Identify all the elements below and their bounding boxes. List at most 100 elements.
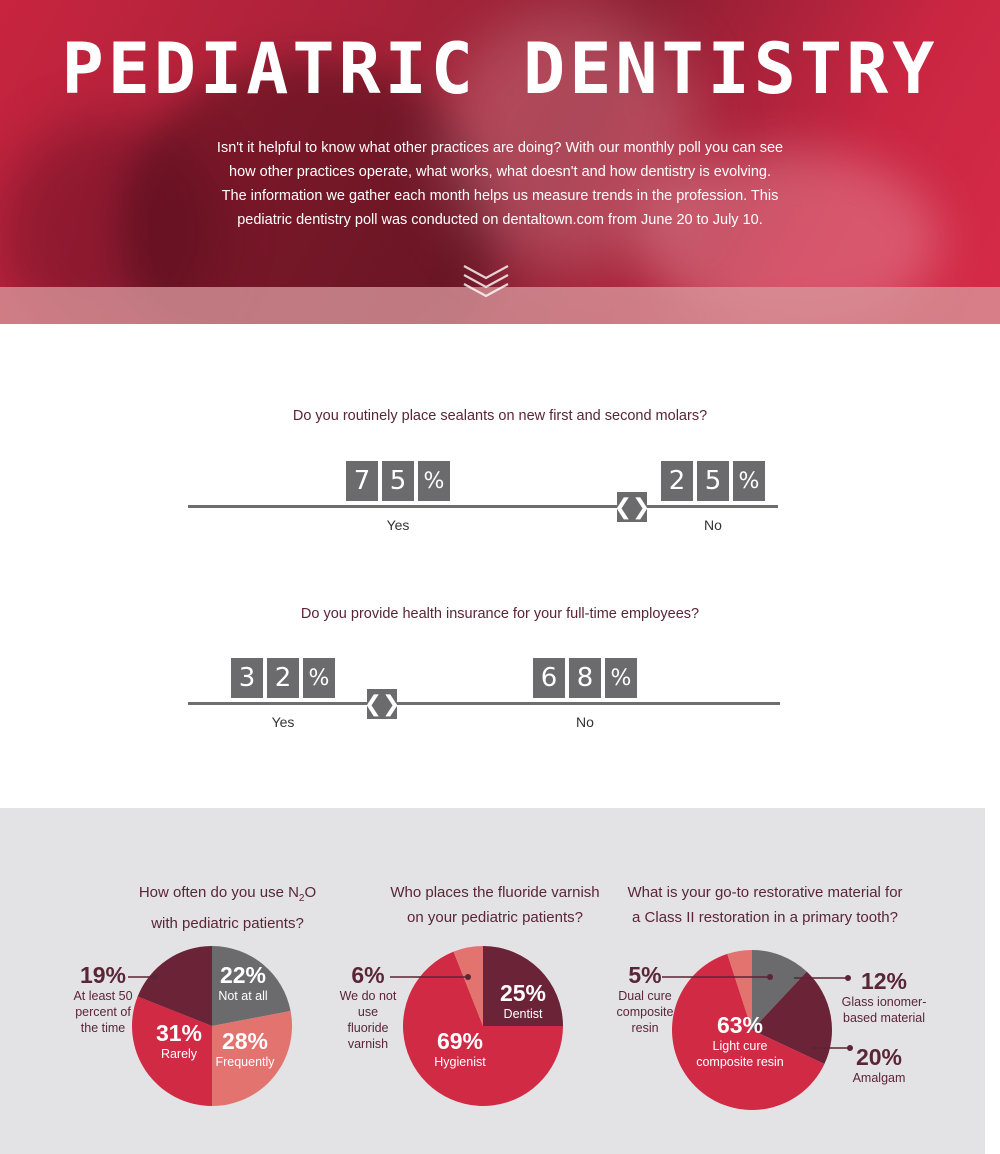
percent-display: 6 8 % <box>533 658 637 698</box>
slice-caption: Light cure <box>712 1039 768 1053</box>
slice-caption: Frequently <box>215 1055 275 1069</box>
slice-percent: 69% <box>436 1028 484 1054</box>
intro-text: Isn't it helpful to know what other prac… <box>216 140 784 228</box>
pie-title-text: Who places the fluoride varnish <box>390 884 600 901</box>
pie-slice <box>483 946 563 1026</box>
percent-sign: % <box>303 658 335 698</box>
slice-caption: Glass ionomer- <box>841 995 927 1009</box>
leader-dot <box>847 1045 853 1051</box>
percent-digit: 6 <box>533 658 565 698</box>
answer-label: No <box>576 714 594 730</box>
pie-slice <box>212 1011 292 1106</box>
pie-title-text: with pediatric patients? <box>151 915 304 932</box>
pie-slice <box>212 946 291 1026</box>
answer-label: Yes <box>386 517 410 533</box>
leader-dot <box>465 974 471 980</box>
slice-percent: 6% <box>351 962 385 988</box>
percent-sign: % <box>733 461 765 501</box>
slice-percent: 22% <box>219 962 267 988</box>
slice-caption: varnish <box>347 1037 389 1051</box>
slice-label: 22% Not at all <box>212 962 274 1004</box>
slice-label: 5% Dual cure composite resin <box>610 962 680 1036</box>
chart-axis <box>188 702 780 705</box>
slice-label: 28% Frequently <box>214 1028 276 1070</box>
percent-digit: 5 <box>382 461 414 501</box>
slice-percent: 25% <box>499 980 547 1006</box>
pie-slice <box>752 950 807 1030</box>
percent-sign: % <box>418 461 450 501</box>
leader-dot <box>767 974 773 980</box>
question-title: Do you provide health insurance for your… <box>300 606 700 622</box>
slice-label: 69% Hygienist <box>428 1028 492 1070</box>
slice-percent: 28% <box>221 1028 269 1054</box>
slice-label: 12% Glass ionomer- based material <box>836 968 932 1026</box>
hero-banner: PEDIATRIC DENTISTRY Isn't it helpful to … <box>0 0 1000 324</box>
slice-caption: resin <box>631 1021 659 1035</box>
leader-dot <box>152 974 158 980</box>
percent-digit: 2 <box>661 461 693 501</box>
pie-slice <box>727 950 752 1030</box>
slice-caption: Hygienist <box>434 1055 486 1069</box>
slice-label: 19% At least 50 percent of the time <box>66 962 140 1036</box>
slice-caption: Dentist <box>503 1007 543 1021</box>
slice-percent: 19% <box>79 962 127 988</box>
slice-caption: Amalgam <box>852 1071 906 1085</box>
slice-label: 6% We do not use fluoride varnish <box>336 962 400 1052</box>
slice-caption: composite <box>616 1005 674 1019</box>
hero-band <box>0 287 1000 324</box>
slice-label: 20% Amalgam <box>846 1044 912 1086</box>
pie-title-text: How often do you use N <box>138 884 299 901</box>
slice-caption: composite resin <box>696 1055 784 1069</box>
slice-percent: 63% <box>716 1012 764 1038</box>
slice-label: 31% Rarely <box>148 1020 210 1062</box>
pie-charts-section: How often do you use N2O with pediatric … <box>0 808 985 1154</box>
slice-caption: Not at all <box>218 989 268 1003</box>
pie-slice <box>403 951 563 1106</box>
pie-title-text: a Class II restoration in a primary toot… <box>632 909 898 926</box>
slice-caption: percent of <box>75 1005 131 1019</box>
pie-slice <box>137 946 212 1026</box>
hero-photo-shade <box>440 10 700 270</box>
chevron-down-icon[interactable] <box>456 262 516 302</box>
split-marker-icon: ❮❯ <box>614 492 650 522</box>
slice-caption: Rarely <box>160 1047 198 1061</box>
pie-slice <box>131 996 212 1106</box>
percent-display: 3 2 % <box>231 658 335 698</box>
percent-display: 7 5 % <box>346 461 450 501</box>
slice-caption: Dual cure <box>618 989 672 1003</box>
slice-percent: 31% <box>155 1020 203 1046</box>
slice-caption: At least 50 <box>73 989 133 1003</box>
slice-caption: the time <box>80 1021 126 1035</box>
slice-percent: 5% <box>628 962 662 988</box>
pie-slice <box>672 953 825 1110</box>
pie-title-text: What is your go-to restorative material … <box>627 884 903 901</box>
pie-title-text: on your pediatric patients? <box>407 909 583 926</box>
answer-label: No <box>704 517 722 533</box>
slice-caption: We do not <box>339 989 397 1003</box>
question-title: Do you routinely place sealants on new f… <box>292 408 708 424</box>
split-marker-icon: ❮❯ <box>364 689 400 719</box>
slice-caption: use fluoride <box>347 1005 389 1035</box>
answer-label: Yes <box>271 714 295 730</box>
slice-percent: 20% <box>855 1044 903 1070</box>
percent-digit: 7 <box>346 461 378 501</box>
pie-charts <box>128 946 853 1110</box>
percent-digit: 8 <box>569 658 601 698</box>
percent-digit: 3 <box>231 658 263 698</box>
pie-slice <box>752 971 832 1065</box>
leader-dot <box>845 975 851 981</box>
percent-sign: % <box>605 658 637 698</box>
slice-percent: 12% <box>860 968 908 994</box>
pie-slice <box>453 946 483 1026</box>
hero-photo-shade <box>120 60 500 324</box>
pie-question-title: Who places the fluoride varnish on your … <box>370 880 620 930</box>
pie-title-subscript: 2 <box>298 893 305 904</box>
pie-title-text: O <box>304 884 317 901</box>
percent-display: 2 5 % <box>661 461 765 501</box>
page-title: PEDIATRIC DENTISTRY <box>61 28 939 110</box>
chart-axis <box>188 505 778 508</box>
pie-question-title: How often do you use N2O with pediatric … <box>110 880 345 936</box>
slice-caption: based material <box>843 1011 925 1025</box>
percent-digit: 2 <box>267 658 299 698</box>
pie-question-title: What is your go-to restorative material … <box>620 880 910 930</box>
